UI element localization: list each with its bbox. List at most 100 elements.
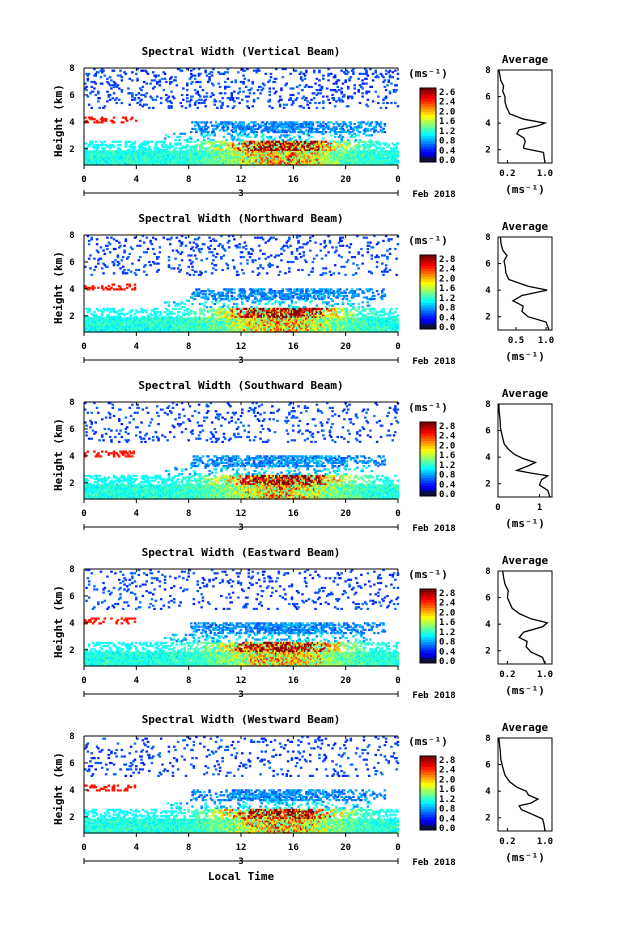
heatmap-cell bbox=[116, 155, 120, 158]
heatmap-cell bbox=[286, 134, 290, 137]
heatmap-cell bbox=[197, 72, 201, 75]
heatmap-cell bbox=[145, 251, 148, 254]
heatmap-cell bbox=[170, 236, 173, 239]
heatmap-cell bbox=[136, 101, 139, 105]
heatmap-cell bbox=[242, 124, 245, 127]
heatmap-cell bbox=[289, 152, 292, 155]
heatmap-cell bbox=[176, 150, 180, 153]
heatmap-cell bbox=[315, 106, 319, 109]
heatmap-cell bbox=[114, 98, 117, 101]
heatmap-cell bbox=[89, 118, 92, 121]
heatmap-cell bbox=[233, 161, 236, 164]
heatmap-cell bbox=[90, 142, 93, 145]
heatmap-cell bbox=[192, 152, 196, 155]
heatmap-cell bbox=[121, 116, 125, 119]
heatmap-cell bbox=[243, 140, 247, 143]
heatmap-cell bbox=[212, 160, 215, 163]
heatmap-cell bbox=[139, 100, 142, 103]
heatmap-cell bbox=[305, 123, 308, 126]
heatmap-cell bbox=[176, 153, 180, 156]
heatmap-cell bbox=[220, 145, 223, 148]
heatmap-cell bbox=[226, 68, 230, 71]
heatmap-cell bbox=[141, 105, 145, 108]
heatmap-cell bbox=[267, 140, 270, 143]
heatmap-cell bbox=[307, 145, 311, 148]
heatmap-cell bbox=[229, 155, 232, 158]
heatmap-cell bbox=[309, 127, 312, 130]
heatmap-cell bbox=[242, 160, 245, 163]
heatmap-cell bbox=[231, 161, 235, 164]
heatmap-cell bbox=[233, 155, 236, 158]
heatmap-cell bbox=[173, 132, 176, 135]
heatmap-cell bbox=[239, 152, 243, 155]
heatmap-cell bbox=[199, 150, 202, 153]
heatmap-cell bbox=[132, 152, 135, 155]
heatmap-cell bbox=[188, 153, 192, 156]
heatmap-cell bbox=[103, 118, 107, 121]
heatmap-cell bbox=[220, 155, 223, 158]
heatmap-cell bbox=[261, 155, 265, 158]
heatmap-cell bbox=[190, 95, 193, 98]
heatmap-cell bbox=[247, 79, 250, 82]
heatmap-cell bbox=[210, 124, 214, 127]
heatmap-cell bbox=[176, 152, 180, 155]
heatmap-cell bbox=[196, 158, 199, 161]
heatmap-cell bbox=[163, 155, 167, 158]
heatmap-cell bbox=[290, 126, 294, 129]
heatmap-cell bbox=[273, 160, 277, 163]
heatmap-cell bbox=[146, 158, 150, 161]
heatmap-cell bbox=[225, 152, 228, 155]
heatmap-cell bbox=[396, 142, 400, 145]
heatmap-cell bbox=[301, 144, 304, 147]
heatmap-cell bbox=[273, 148, 277, 151]
heatmap-cell bbox=[250, 121, 253, 124]
heatmap-cell bbox=[313, 97, 316, 100]
heatmap-cell bbox=[176, 160, 180, 163]
heatmap-cell bbox=[135, 152, 138, 155]
heatmap-cell bbox=[129, 160, 133, 163]
heatmap-cell bbox=[156, 158, 159, 161]
heatmap-cell bbox=[258, 156, 261, 160]
heatmap-cell bbox=[292, 158, 295, 161]
heatmap-cell bbox=[135, 155, 138, 158]
heatmap-cell bbox=[201, 160, 205, 163]
heatmap-cell bbox=[97, 90, 100, 93]
heatmap-cell bbox=[142, 153, 146, 156]
average-x-tick-label: 0.2 bbox=[499, 169, 515, 179]
heatmap-cell bbox=[277, 100, 281, 103]
heatmap-cell bbox=[388, 90, 392, 93]
heatmap-cell bbox=[221, 126, 224, 129]
heatmap-cell bbox=[85, 156, 88, 160]
heatmap-cell bbox=[310, 147, 313, 150]
heatmap-cell bbox=[361, 87, 364, 90]
heatmap-cell bbox=[110, 119, 113, 122]
heatmap-cell bbox=[204, 105, 207, 108]
heatmap-cell bbox=[303, 74, 307, 77]
heatmap-cell bbox=[225, 158, 228, 161]
heatmap-cell bbox=[170, 101, 173, 105]
heatmap-cell bbox=[217, 148, 220, 151]
heatmap-cell bbox=[246, 135, 249, 139]
heatmap-cell bbox=[148, 260, 151, 264]
heatmap-cell bbox=[158, 152, 162, 155]
heatmap-cell bbox=[197, 150, 201, 153]
heatmap-cell bbox=[365, 82, 368, 85]
heatmap-cell bbox=[272, 145, 275, 148]
heatmap-cell bbox=[101, 311, 104, 314]
heatmap-cell bbox=[258, 153, 261, 156]
heatmap-cell bbox=[157, 256, 160, 259]
heatmap-cell bbox=[141, 148, 145, 151]
heatmap-cell bbox=[93, 156, 96, 160]
heatmap-cell bbox=[156, 152, 159, 155]
heatmap-cell bbox=[101, 68, 104, 71]
heatmap-cell bbox=[282, 150, 286, 153]
heatmap-cell bbox=[256, 97, 260, 100]
heatmap-cell bbox=[103, 252, 107, 255]
heatmap-cell bbox=[102, 160, 105, 163]
heatmap-cell bbox=[154, 144, 158, 147]
heatmap-cell bbox=[190, 76, 193, 79]
panel-title: Spectral Width (Vertical Beam) bbox=[142, 45, 341, 58]
heatmap-cell bbox=[101, 150, 104, 153]
heatmap-cell bbox=[214, 156, 218, 160]
